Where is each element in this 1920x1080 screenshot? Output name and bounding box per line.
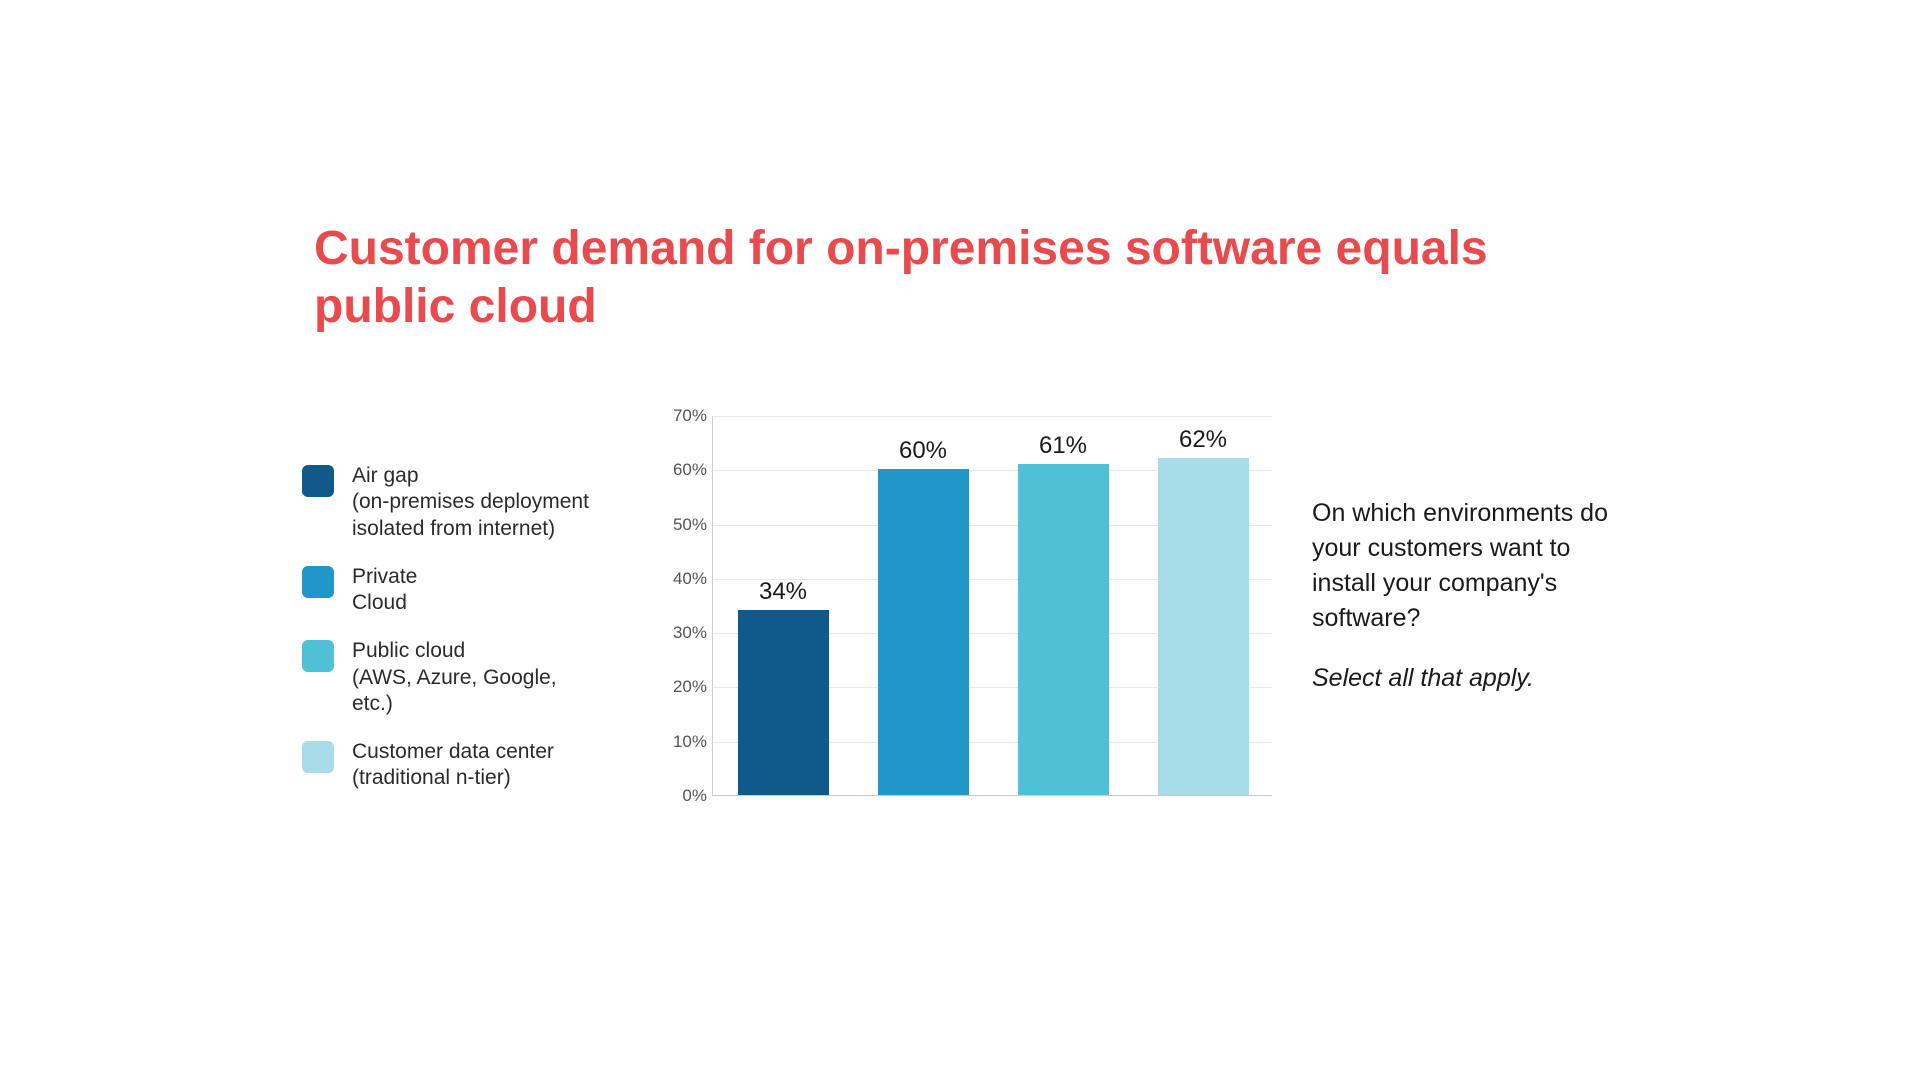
slide: Customer demand for on-premises software… xyxy=(192,108,1728,972)
ytick-label: 20% xyxy=(657,677,707,697)
legend-label: Private Cloud xyxy=(352,564,417,617)
ytick-label: 0% xyxy=(657,786,707,806)
bar: 62% xyxy=(1158,458,1249,795)
side-text: On which environments do your customers … xyxy=(1312,496,1612,693)
legend-item: Private Cloud xyxy=(302,564,602,617)
legend: Air gap (on-premises deployment isolated… xyxy=(302,463,602,814)
bar: 60% xyxy=(878,469,969,795)
bar: 61% xyxy=(1018,464,1109,795)
gridline xyxy=(713,416,1272,417)
legend-label: Customer data center (traditional n-tier… xyxy=(352,739,554,792)
ytick-label: 40% xyxy=(657,569,707,589)
legend-item: Public cloud (AWS, Azure, Google, etc.) xyxy=(302,638,602,717)
ytick-label: 30% xyxy=(657,623,707,643)
ytick-label: 70% xyxy=(657,406,707,426)
legend-item: Customer data center (traditional n-tier… xyxy=(302,739,602,792)
bar-value-label: 60% xyxy=(878,437,969,465)
bar: 34% xyxy=(738,610,829,795)
legend-swatch xyxy=(302,640,334,672)
bar-chart: 34% 60% 61% 62% 0% 10% 20% 30% 40% 50% 60% 70% xyxy=(652,398,1282,828)
legend-label: Air gap (on-premises deployment isolated… xyxy=(352,463,602,542)
legend-item: Air gap (on-premises deployment isolated… xyxy=(302,463,602,542)
survey-question: On which environments do your customers … xyxy=(1312,496,1612,636)
bar-value-label: 61% xyxy=(1018,432,1109,460)
survey-instruction: Select all that apply. xyxy=(1312,664,1612,693)
legend-swatch xyxy=(302,741,334,773)
legend-swatch xyxy=(302,566,334,598)
ytick-label: 60% xyxy=(657,460,707,480)
bar-value-label: 34% xyxy=(738,578,829,606)
bar-value-label: 62% xyxy=(1158,426,1249,454)
legend-label: Public cloud (AWS, Azure, Google, etc.) xyxy=(352,638,602,717)
plot-area: 34% 60% 61% 62% xyxy=(712,416,1272,796)
legend-swatch xyxy=(302,465,334,497)
chart-title: Customer demand for on-premises software… xyxy=(314,220,1514,335)
ytick-label: 50% xyxy=(657,515,707,535)
ytick-label: 10% xyxy=(657,732,707,752)
